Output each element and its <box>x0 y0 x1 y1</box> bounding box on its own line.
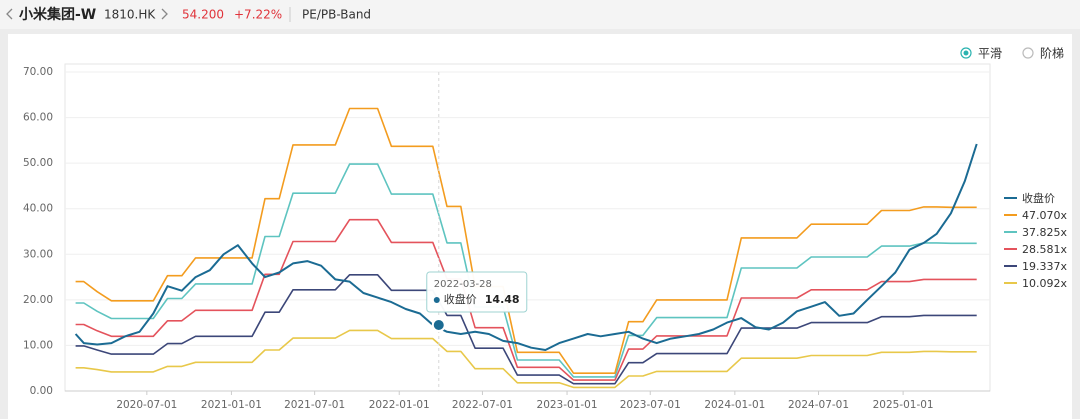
header-bar <box>0 0 1080 29</box>
next-button[interactable] <box>161 8 168 20</box>
x-tick-label: 2021-07-01 <box>284 399 345 411</box>
y-tick-label: 0.00 <box>30 385 53 397</box>
band-line <box>75 274 977 385</box>
chart-panel <box>8 34 1072 419</box>
x-tick-label: 2024-07-01 <box>788 399 849 411</box>
tooltip-marker <box>431 318 446 333</box>
stock-code: 1810.HK <box>104 8 156 22</box>
radio-label[interactable]: 阶梯 <box>1040 47 1064 61</box>
section-title: PE/PB-Band <box>302 8 371 22</box>
radio[interactable] <box>1022 47 1034 59</box>
y-tick-label: 50.00 <box>23 157 53 169</box>
x-tick-label: 2020-07-01 <box>116 399 177 411</box>
x-tick-label: 2021-01-01 <box>201 399 262 411</box>
radio-dot <box>963 50 969 56</box>
y-tick-label: 60.00 <box>23 112 53 124</box>
y-tick-label: 20.00 <box>23 294 53 306</box>
x-tick-label: 2022-07-01 <box>452 399 513 411</box>
x-tick-label: 2023-07-01 <box>620 399 681 411</box>
y-tick-label: 10.00 <box>23 339 53 351</box>
band-line <box>75 218 977 381</box>
legend-label: 37.825x <box>1022 226 1067 239</box>
band-line <box>75 329 977 389</box>
stock-name: 小米集团-W <box>19 6 96 23</box>
legend-label: 收盘价 <box>1022 191 1055 205</box>
y-tick-label: 40.00 <box>23 203 53 215</box>
legend-label: 19.337x <box>1022 260 1067 273</box>
legend-label: 28.581x <box>1022 243 1067 256</box>
tooltip-value: 14.48 <box>485 293 520 306</box>
legend-label: 10.092x <box>1022 277 1067 290</box>
tooltip-date: 2022-03-28 <box>434 279 492 290</box>
x-tick-label: 2024-01-01 <box>704 399 765 411</box>
tooltip-label: 收盘价 <box>444 292 477 306</box>
prev-button[interactable] <box>6 8 13 20</box>
stock-price: 54.200 <box>182 8 224 22</box>
x-tick-label: 2023-01-01 <box>537 399 598 411</box>
x-tick-label: 2022-01-01 <box>369 399 430 411</box>
radio-label[interactable]: 平滑 <box>978 47 1002 61</box>
stock-change: +7.22% <box>234 8 282 22</box>
y-tick-label: 30.00 <box>23 248 53 260</box>
tooltip-dot <box>433 297 440 304</box>
price-line <box>74 143 978 351</box>
band-line <box>75 163 977 378</box>
x-tick-label: 2025-01-01 <box>873 399 934 411</box>
legend-label: 47.070x <box>1022 209 1067 222</box>
y-tick-label: 70.00 <box>23 66 53 78</box>
tooltip-box <box>426 271 528 313</box>
